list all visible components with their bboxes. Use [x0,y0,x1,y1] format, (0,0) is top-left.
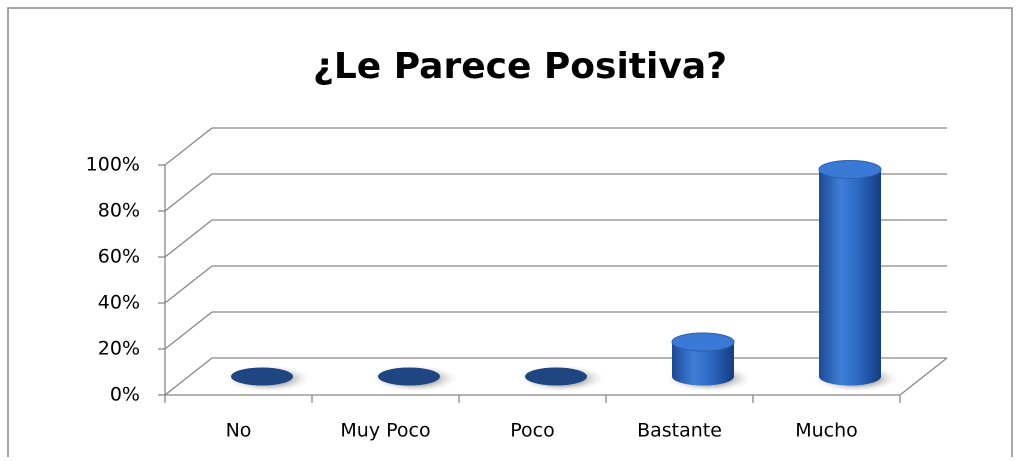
bar [819,169,881,386]
y-tick-label: 20% [98,338,140,360]
x-tick-label: Mucho [795,420,858,442]
grid-line [164,265,213,304]
grid-line [164,357,213,396]
y-tick-label: 80% [98,200,140,222]
y-tick-label: 0% [110,384,140,406]
grid-line [164,219,213,258]
floor-edge [899,357,948,396]
grid-line [164,127,213,166]
bar [231,367,293,386]
grid-line [164,311,213,350]
chart-title: ¿Le Parece Positiva? [313,46,727,87]
x-tick-label: Muy Poco [340,420,430,442]
x-tick-label: Bastante [637,420,722,442]
bar [378,367,440,386]
x-tick-label: Poco [510,420,554,442]
bar [672,342,734,386]
bar-top [818,160,882,179]
y-tick-label: 100% [86,154,140,176]
y-tick-label: 60% [98,246,140,268]
x-tick-label: No [226,420,252,442]
y-tick-label: 40% [98,292,140,314]
bar [525,367,587,386]
grid-line [164,173,213,212]
bar-top [671,332,735,352]
